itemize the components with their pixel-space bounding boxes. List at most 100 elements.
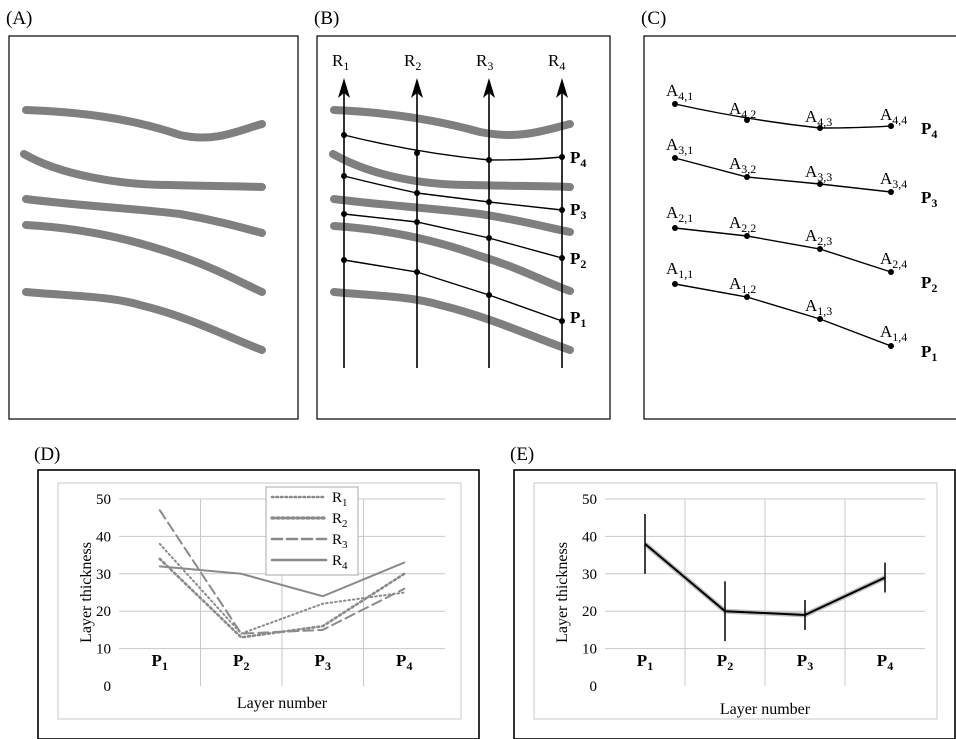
category-label-p2: P2	[233, 651, 249, 673]
node	[817, 316, 823, 322]
arrowhead-icon	[411, 78, 423, 98]
layer-label-p3: P3	[570, 200, 586, 222]
node	[817, 125, 823, 131]
node	[486, 235, 492, 241]
panel-d-series	[158, 509, 406, 639]
arrowhead-icon	[338, 78, 350, 98]
category-label-p4: P4	[396, 651, 412, 673]
point-a44: A4,4	[880, 105, 907, 127]
point-a42: A4,2	[729, 99, 756, 121]
point-a43: A4,3	[805, 107, 832, 129]
y-tick-label: 10	[96, 642, 111, 658]
panel-b-label: (B)	[314, 8, 339, 29]
point-a22: A2,2	[729, 213, 756, 235]
horizon-p4	[343, 134, 563, 161]
node	[559, 207, 565, 213]
node	[341, 211, 347, 217]
node	[414, 219, 420, 225]
y-tick-label: 20	[96, 604, 111, 620]
horizon-p4	[674, 103, 892, 129]
stratum	[330, 195, 574, 236]
y-tick-label: 40	[582, 529, 597, 545]
node	[744, 117, 750, 123]
layer-label-p2: P2	[570, 249, 586, 271]
panel-e-categories: P1 P2 P3 P4	[637, 651, 893, 673]
node	[559, 154, 565, 160]
panel-b-frame	[316, 35, 611, 420]
node	[414, 150, 420, 156]
legend-label-r3: R3	[332, 532, 348, 551]
panel-d-legend: R1 R2 R3 R4	[265, 486, 359, 576]
series-line-r3	[158, 509, 406, 635]
node	[888, 269, 894, 275]
category-label-p3: P3	[315, 651, 331, 673]
point-a21: A2,1	[666, 203, 693, 225]
panel-e-frame	[513, 469, 956, 739]
panel-b-horizons	[343, 134, 563, 322]
stratum	[330, 222, 574, 295]
panel-d-plot-frame	[57, 482, 462, 720]
panel-e-series	[643, 513, 887, 642]
panel-e: (E) 0 10 20 30 40 50 P1 P2 P3 P4 Layer thickness…	[510, 444, 956, 739]
panel-e-yticks: 0 10 20 30 40 50	[582, 492, 597, 695]
panel-b-nodes	[341, 132, 565, 324]
panel-c-nodes	[672, 101, 894, 349]
point-a11: A1,1	[666, 259, 693, 281]
stratum	[22, 288, 266, 354]
node	[341, 257, 347, 263]
node	[341, 173, 347, 179]
y-tick-label: 30	[96, 567, 111, 583]
panel-e-ylabel: Layer thickness	[554, 542, 571, 643]
stratum	[20, 150, 266, 191]
panel-d: (D) 0 10 20 30 40 50 P1 P2 P3 P4 R1 R2 R3 R4 Layer …	[34, 444, 480, 739]
node	[414, 190, 420, 196]
series-line-mean	[644, 543, 886, 616]
series-line-r4	[158, 561, 406, 598]
panel-a-strata	[20, 106, 266, 354]
ray-label-r3: R3	[476, 51, 493, 73]
layer-label-p1: P1	[570, 308, 586, 330]
point-a34: A3,4	[880, 169, 907, 191]
horizon-p2	[343, 213, 563, 259]
arrowhead-icon	[556, 78, 568, 98]
panel-b-arrowheads	[338, 78, 568, 98]
panel-e-xlabel: Layer number	[720, 701, 811, 718]
panel-e-plot-frame	[533, 482, 938, 720]
panel-b-strata	[329, 106, 574, 354]
series-line-r1	[158, 542, 406, 635]
panel-e-label: (E)	[510, 444, 534, 465]
y-tick-label: 30	[582, 567, 597, 583]
category-label-p4: P4	[877, 651, 893, 673]
stratum	[330, 288, 574, 354]
layer-label-p1: P1	[921, 342, 937, 364]
panel-d-frame	[37, 469, 480, 739]
y-tick-label: 40	[96, 529, 111, 545]
y-tick-label: 0	[104, 679, 112, 695]
layer-label-p3: P3	[921, 188, 937, 210]
horizon-p3	[674, 157, 892, 193]
node	[888, 123, 894, 129]
ray-label-r1: R1	[332, 51, 349, 73]
category-label-p1: P1	[637, 651, 653, 673]
horizon-p2	[674, 227, 892, 273]
node	[888, 189, 894, 195]
y-tick-label: 50	[582, 492, 597, 508]
node	[744, 294, 750, 300]
point-a12: A1,2	[729, 274, 756, 296]
point-a23: A2,3	[805, 226, 832, 248]
panel-c-point-labels: A4,1 A4,2 A4,3 A4,4 A3,1 A3,2 A3,3 A3,4 …	[666, 81, 907, 344]
category-label-p3: P3	[797, 651, 813, 673]
ray-label-r4: R4	[548, 51, 565, 73]
panel-d-ylabel: Layer thickness	[78, 542, 95, 643]
node	[486, 292, 492, 298]
point-a33: A3,3	[805, 162, 832, 184]
y-tick-label: 20	[582, 604, 597, 620]
panel-a-frame	[8, 35, 299, 420]
panel-c-label: (C)	[641, 8, 666, 29]
point-a41: A4,1	[666, 81, 693, 103]
node	[672, 101, 678, 107]
panel-d-xlabel: Layer number	[237, 695, 328, 712]
node	[486, 199, 492, 205]
legend-label-r1: R1	[332, 490, 348, 509]
